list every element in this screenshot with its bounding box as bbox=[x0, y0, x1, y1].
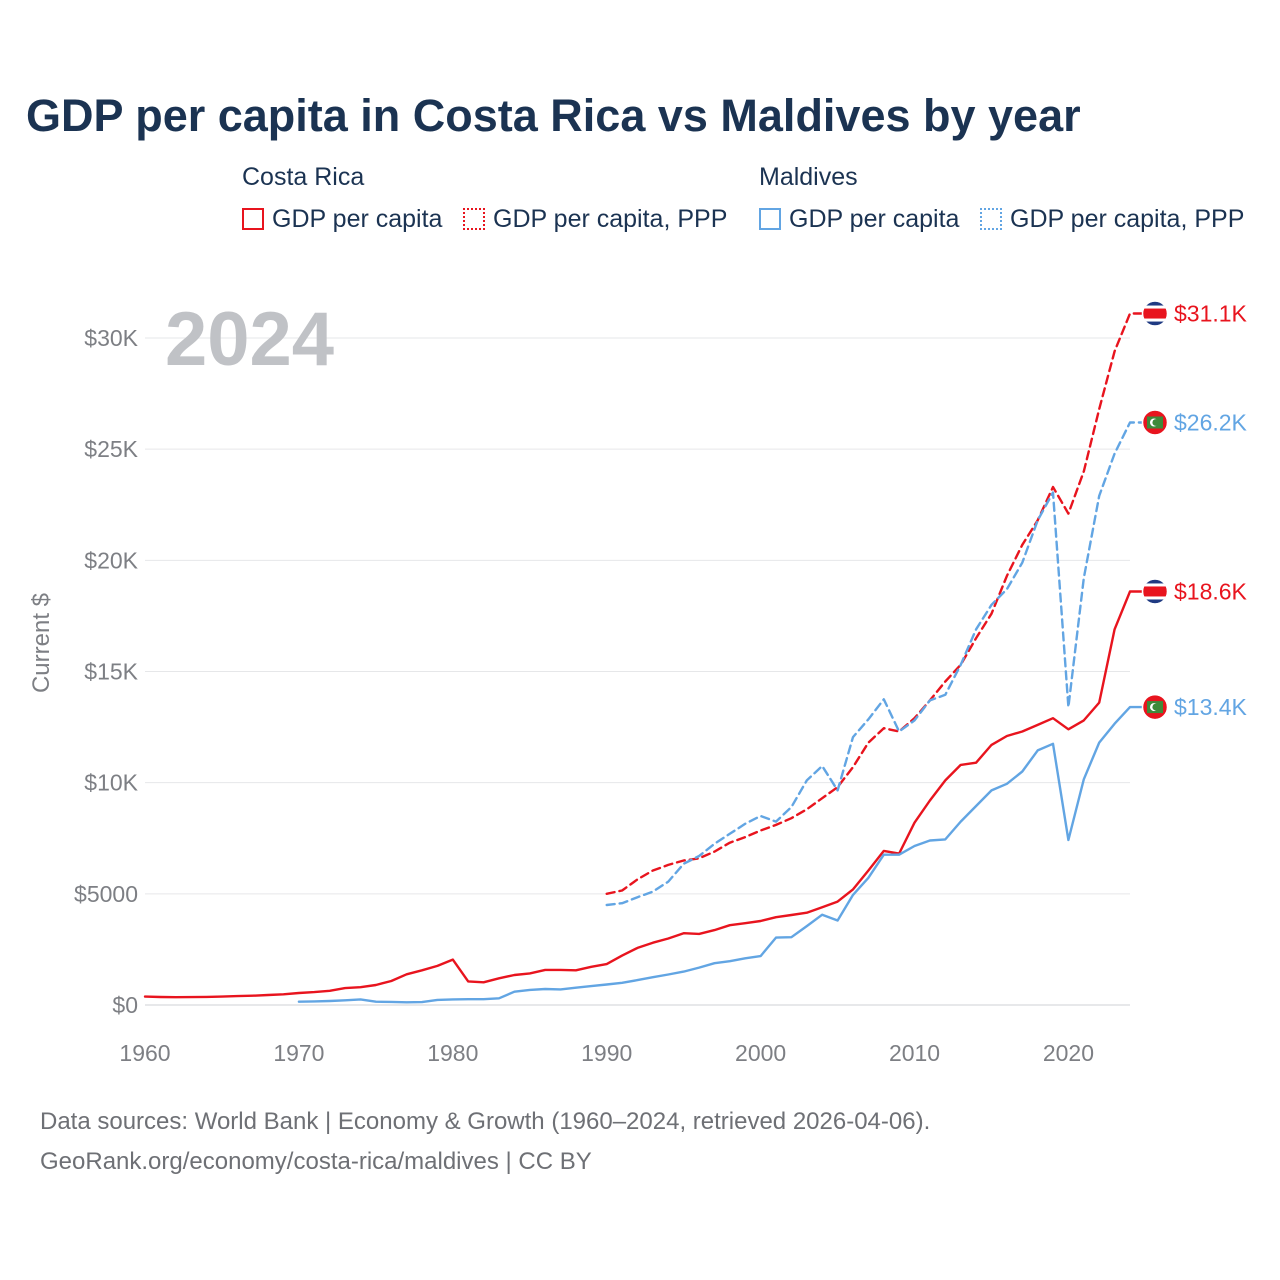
legend-label-mv-ppp: GDP per capita, PPP bbox=[1010, 204, 1245, 233]
legend-swatch-cr-ppp bbox=[463, 208, 485, 230]
x-tick-label: 2000 bbox=[735, 1040, 786, 1066]
x-axis-ticks: 1960 1970 1980 1990 2000 2010 2020 bbox=[119, 1040, 1094, 1066]
y-tick-label: $10K bbox=[84, 770, 138, 796]
y-tick-label: $30K bbox=[84, 325, 138, 351]
footer-credit[interactable]: GeoRank.org/economy/costa-rica/maldives … bbox=[40, 1148, 592, 1175]
series-line-mv-ppp bbox=[605, 421, 1145, 907]
legend-item-mv-ppp[interactable]: GDP per capita, PPP bbox=[980, 204, 1244, 234]
costa-rica-flag-icon bbox=[1141, 300, 1169, 327]
legend-item-mv-gdp[interactable]: GDP per capita bbox=[759, 204, 959, 234]
series-lines bbox=[143, 312, 1145, 1004]
y-axis-ticks: $0 $5000 $10K $15K $20K $25K $30K bbox=[74, 325, 139, 1018]
x-tick-label: 1980 bbox=[427, 1040, 478, 1066]
y-axis-title: Current $ bbox=[28, 592, 55, 694]
series-line-mv-gdp bbox=[297, 705, 1145, 1004]
legend-group-costa-rica: Costa Rica bbox=[242, 163, 365, 191]
x-tick-label: 2010 bbox=[889, 1040, 940, 1066]
y-tick-label: $15K bbox=[84, 659, 138, 685]
legend-label-mv-gdp: GDP per capita bbox=[789, 204, 960, 233]
x-tick-label: 1970 bbox=[273, 1040, 324, 1066]
chart-title: GDP per capita in Costa Rica vs Maldives… bbox=[26, 90, 1081, 141]
legend-label-cr-ppp: GDP per capita, PPP bbox=[493, 204, 728, 233]
series-line-cr-gdp bbox=[143, 590, 1145, 999]
series-line-cr-ppp bbox=[605, 312, 1145, 895]
legend-swatch-cr-gdp bbox=[242, 208, 264, 230]
legend-group-maldives: Maldives bbox=[759, 163, 858, 191]
end-value-label: $13.4K bbox=[1174, 694, 1248, 720]
end-value-label: $31.1K bbox=[1174, 301, 1248, 327]
legend-item-cr-ppp[interactable]: GDP per capita, PPP bbox=[463, 204, 727, 234]
x-tick-label: 1960 bbox=[119, 1040, 170, 1066]
y-tick-label: $20K bbox=[84, 547, 138, 573]
end-value-label: $18.6K bbox=[1174, 578, 1248, 604]
maldives-flag-icon bbox=[1141, 409, 1169, 436]
legend-swatch-mv-gdp bbox=[759, 208, 781, 230]
grid-lines bbox=[145, 337, 1130, 1006]
year-overlay: 2024 bbox=[165, 297, 335, 382]
y-tick-label: $5000 bbox=[74, 881, 138, 907]
legend-item-cr-gdp[interactable]: GDP per capita bbox=[242, 204, 442, 234]
y-tick-label: $25K bbox=[84, 436, 138, 462]
footer-sources: Data sources: World Bank | Economy & Gro… bbox=[40, 1108, 931, 1135]
y-tick-label: $0 bbox=[112, 992, 138, 1018]
x-tick-label: 1990 bbox=[581, 1040, 632, 1066]
maldives-flag-icon bbox=[1141, 693, 1169, 721]
legend-swatch-mv-ppp bbox=[980, 208, 1002, 230]
costa-rica-flag-icon bbox=[1141, 578, 1169, 605]
legend-label-cr-gdp: GDP per capita bbox=[272, 204, 443, 233]
x-tick-label: 2020 bbox=[1043, 1040, 1094, 1066]
end-value-label: $26.2K bbox=[1174, 409, 1248, 435]
end-markers: $18.6K $31.1K $13.4K $26.2K bbox=[1141, 300, 1248, 721]
